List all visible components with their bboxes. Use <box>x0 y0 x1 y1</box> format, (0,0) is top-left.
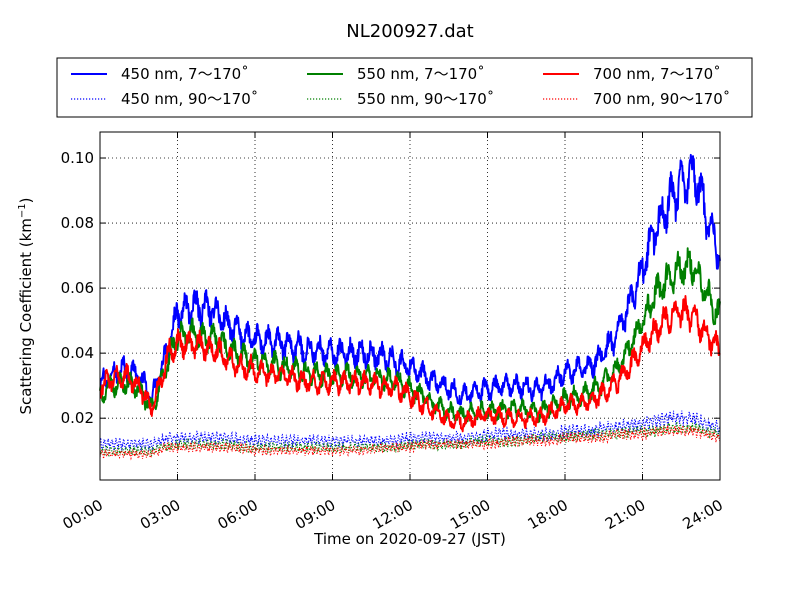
y-tick-label: 0.02 <box>61 409 94 427</box>
legend-label: 700 nm, 7～170˚ <box>593 65 721 83</box>
series-line-3 <box>99 421 721 457</box>
y-tick-label: 0.04 <box>61 344 94 362</box>
series-layer <box>99 153 721 461</box>
y-axis-label: Scattering Coefficient (km−1) <box>17 197 35 414</box>
y-axis-label-main: Scattering Coefficient (km <box>17 218 35 414</box>
grid <box>100 132 720 480</box>
axes: 00:00 03:00 06:00 09:00 12:00 15:00 18:00 21:00… <box>60 132 726 533</box>
y-tick-label: 0.08 <box>61 214 94 232</box>
legend-frame <box>56 57 753 118</box>
series-line-4 <box>99 295 721 433</box>
legend-label: 700 nm, 90～170˚ <box>593 90 730 108</box>
legend-label: 550 nm, 90～170˚ <box>357 90 494 108</box>
y-axis-label-sup: −1 <box>17 203 28 218</box>
legend-label: 450 nm, 7～170˚ <box>121 65 249 83</box>
series-line-2 <box>99 247 721 425</box>
series-line-1 <box>99 410 721 453</box>
x-tick-label: 15:00 <box>447 496 493 533</box>
x-axis-label: Time on 2020-09-27 (JST) <box>313 530 506 548</box>
x-tick-label: 18:00 <box>525 496 571 533</box>
series-line-0 <box>99 153 721 406</box>
x-tick-label: 06:00 <box>215 496 261 533</box>
x-tick-label: 21:00 <box>602 496 648 533</box>
legend-label: 450 nm, 90～170˚ <box>121 90 258 108</box>
y-tick-label: 0.10 <box>61 149 94 167</box>
x-tick-label: 03:00 <box>137 496 183 533</box>
series-line-5 <box>99 425 721 461</box>
y-axis-label-end: ) <box>17 197 35 203</box>
legend: 450 nm, 7～170˚ 450 nm, 90～170˚ 550 nm, 7～1… <box>56 57 753 118</box>
y-tick-label: 0.06 <box>61 279 94 297</box>
chart-title: NL200927.dat <box>346 21 473 42</box>
x-tick-label: 09:00 <box>292 496 338 533</box>
x-tick-label: 24:00 <box>680 496 726 533</box>
x-tick-label: 00:00 <box>60 496 106 533</box>
legend-label: 550 nm, 7～170˚ <box>357 65 485 83</box>
x-tick-label: 12:00 <box>370 496 416 533</box>
